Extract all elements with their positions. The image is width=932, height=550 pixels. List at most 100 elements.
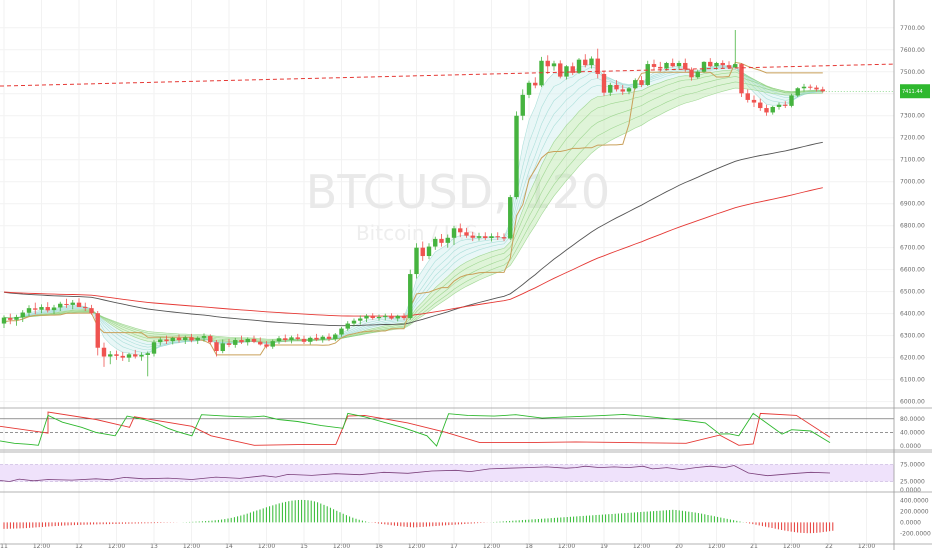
sma-red-line [3, 187, 823, 317]
candle-body [589, 58, 594, 66]
candle-body [414, 247, 419, 275]
rsi-tick-label: 75.0000 [900, 462, 925, 469]
rsi-tick-label: 25.0000 [900, 479, 925, 486]
candle-body [576, 59, 582, 73]
time-tick-label: 12:00 [858, 543, 875, 550]
candle-body [195, 337, 200, 341]
candle-body [514, 115, 519, 198]
macd-tick-label: 200.0000 [900, 508, 929, 515]
baseline-gold-line [3, 61, 823, 356]
candle-body [745, 93, 750, 100]
time-axis: 11 12:00 12 12:00 13 12:00 14 12:00 15 12:00 16 12:… [0, 543, 875, 550]
rsi-tick-label: 0.0000 [900, 487, 921, 494]
candle-body [358, 318, 363, 321]
price-tick-label: 6100.00 [900, 377, 925, 384]
candle-body [495, 236, 500, 238]
candle-body [645, 64, 650, 85]
candle-body [170, 337, 175, 342]
macd-tick-label: -200.0000 [900, 530, 931, 537]
candle-body [751, 99, 757, 103]
candle-body [633, 80, 638, 89]
candle-body [651, 64, 657, 67]
price-tick-label: 6300.00 [900, 333, 925, 340]
time-tick-label: 16 [375, 543, 383, 550]
candle-body [558, 63, 563, 77]
candle-body [658, 66, 663, 69]
candle-body [595, 58, 600, 74]
last-price-tag: 7411.44 [822, 84, 930, 99]
sma-dark-line [3, 141, 823, 327]
candle-body [508, 197, 513, 239]
macd-tick-label: 400.0000 [900, 498, 929, 505]
candle-body [1, 317, 7, 324]
candle-body [639, 80, 644, 85]
price-tick-label: 6500.00 [900, 289, 925, 296]
candle-body [76, 302, 82, 308]
candle-body [695, 71, 700, 78]
candle-body [133, 354, 138, 357]
candle-body [564, 66, 569, 77]
stoch-tick-label: 80.0000 [900, 416, 925, 423]
time-tick-label: 12:00 [783, 543, 800, 550]
time-tick-label: 14 [225, 543, 233, 550]
candle-body [333, 334, 338, 339]
price-tick-label: 6700.00 [900, 245, 925, 252]
stochastic-axis: 80.0000 40.0000 0.0000 [900, 416, 925, 450]
candle-body [70, 302, 75, 305]
time-tick-label: 11 [0, 543, 8, 550]
candle-body [270, 341, 275, 347]
candle-body [476, 236, 482, 238]
candle-body [226, 343, 232, 345]
candle-body [551, 63, 557, 67]
candle-body [164, 339, 169, 342]
candle-body [314, 337, 319, 340]
candle-body [239, 340, 244, 343]
stoch-d-line [0, 411, 831, 446]
time-tick-label: 13 [150, 543, 158, 550]
ribbon-ema-line [3, 81, 823, 341]
watermark-symbol: BTCUSD, 120 [306, 165, 610, 219]
candlestick-series [1, 29, 825, 377]
candle-body [676, 62, 682, 67]
candle-body [201, 336, 207, 338]
last-price-box [900, 84, 930, 99]
candle-body [176, 337, 182, 341]
candle-body [258, 341, 263, 345]
candle-body [183, 337, 188, 341]
candle-body [64, 303, 69, 305]
price-tick-label: 6200.00 [900, 355, 925, 362]
candle-body [583, 59, 588, 66]
candle-body [376, 316, 382, 319]
candle-body [445, 237, 450, 243]
macd-panel: 400.0000 200.0000 0.0000 -200.0000 [3, 498, 931, 537]
candle-body [714, 62, 719, 67]
candle-body [545, 60, 550, 67]
candle-body [758, 102, 763, 109]
candle-body [683, 62, 688, 70]
price-tick-label: 7000.00 [900, 179, 925, 186]
candle-body [326, 336, 332, 339]
candle-body [601, 73, 607, 93]
candle-body [276, 338, 282, 342]
candle-body [14, 316, 19, 320]
time-tick-label: 21 [750, 543, 758, 550]
candle-body [389, 315, 394, 319]
candle-body [308, 337, 313, 342]
candle-body [526, 82, 532, 95]
candle-body [533, 82, 538, 86]
candle-body [101, 347, 107, 357]
candle-body [20, 312, 25, 318]
price-tick-label: 7500.00 [900, 69, 925, 76]
stochastic-plot [0, 411, 894, 447]
candle-body [220, 343, 225, 352]
candle-body [120, 355, 125, 358]
time-tick-label: 20 [675, 543, 683, 550]
candle-body [733, 64, 738, 68]
candle-body [814, 87, 819, 90]
price-tick-label: 6400.00 [900, 311, 925, 318]
time-tick-label: 17 [450, 543, 458, 550]
candle-body [395, 315, 400, 319]
candle-body [770, 106, 775, 113]
